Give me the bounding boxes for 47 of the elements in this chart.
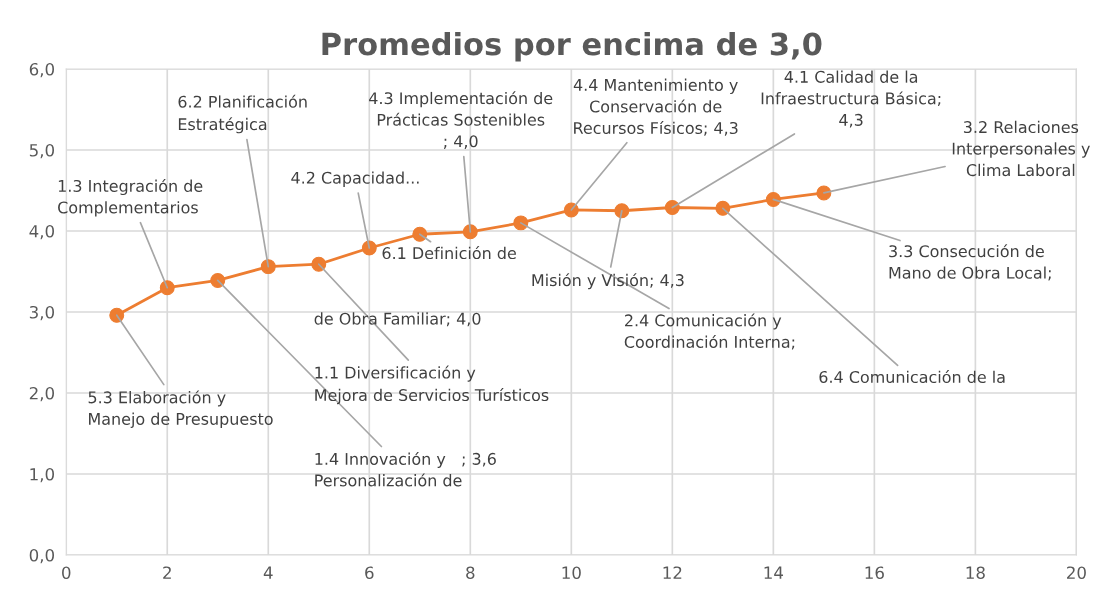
annotation: 5.3 Elaboración y Manejo de Presupuesto (88, 390, 273, 429)
annotation: 4.3 Implementación de Prácticas Sostenibles ; 4,0 (369, 91, 553, 149)
annotation: 3.3 Consecución de Mano de Obra Local; (889, 244, 1051, 281)
annotation: 1.3 Integración de Complementarios (58, 178, 203, 217)
point (513, 215, 529, 231)
x-tick-label: 12 (663, 566, 682, 579)
x-tick-label: 2 (163, 566, 171, 579)
annotation: Misión y Visión; 4,3 (532, 273, 684, 290)
annotation: 6.4 Comunicación de la (819, 370, 1005, 384)
x-tick-label: 20 (1067, 566, 1086, 580)
annotation: 2.4 Comunicación y Coordinación Interna; (624, 313, 795, 350)
y-tick-label: 3,0 (29, 305, 55, 321)
y-tick-label: 4,0 (29, 224, 55, 240)
x-tick-label: 14 (764, 566, 784, 579)
point (412, 226, 428, 242)
y-tick-label: 2,0 (29, 386, 55, 402)
x-tick-label: 8 (466, 566, 475, 580)
y-tick-label: 1,0 (30, 467, 55, 483)
x-tick-label: 4 (263, 566, 273, 579)
point (664, 200, 680, 215)
x-tick-label: 16 (865, 566, 884, 580)
annotation: 4.2 Capacidad... (291, 171, 419, 187)
y-tick-label: 6,0 (29, 62, 55, 78)
chart-title: Promedios por encima de 3,0 (322, 31, 822, 62)
x-tick-label: 10 (562, 566, 581, 580)
annotation: 3.2 Relaciones Interpersonales y Clima Laboral (952, 120, 1090, 177)
point (715, 200, 731, 216)
point (563, 202, 579, 218)
point (159, 280, 175, 296)
annotation: 4.1 Calidad de la Infraestructura Básica; 4,3 (761, 70, 941, 128)
y-tick-label: 5,0 (29, 143, 55, 159)
x-tick-label: 0 (62, 566, 71, 580)
point (765, 191, 781, 207)
x-tick-label: 18 (966, 566, 985, 580)
annotation: 6.2 Planificación Estratégica (178, 94, 307, 134)
annotation: 6.1 Definición de (382, 246, 516, 260)
x-tick-label: 6 (365, 566, 374, 580)
point (311, 256, 327, 272)
annotation: 1.1 Diversificación y Mejora de Servicios Turísticos (315, 365, 549, 405)
point (210, 272, 226, 288)
point (361, 240, 377, 256)
y-tick-label: 0,0 (29, 548, 55, 564)
point (109, 307, 125, 323)
annotation: de Obra Familiar; 4,0 (314, 312, 481, 327)
point (260, 259, 276, 275)
annotation: 1.4 Innovación y ; 3,6 Personalización de (315, 451, 496, 487)
annotation: 4.4 Mantenimiento y Conservación de Recursos Físicos; 4,3 (573, 78, 738, 136)
